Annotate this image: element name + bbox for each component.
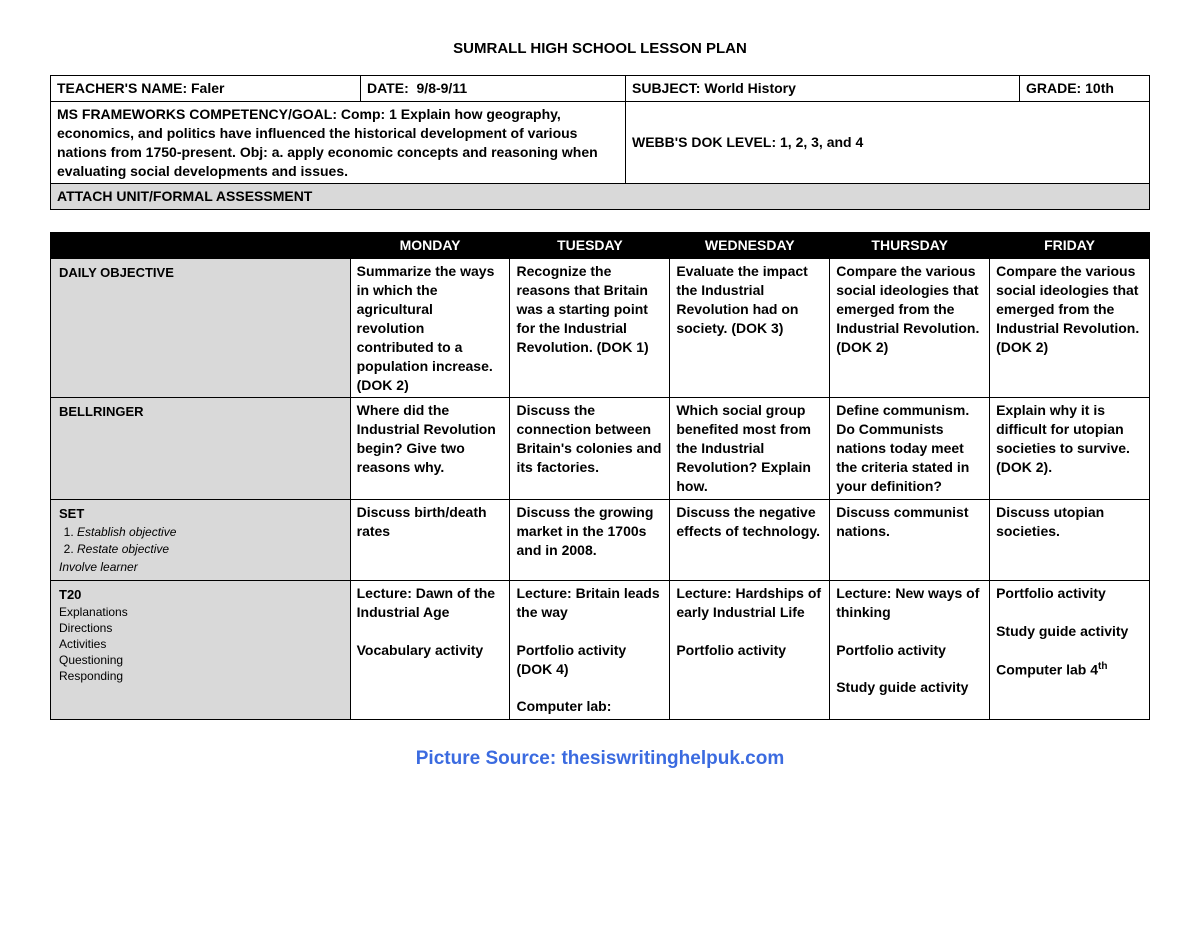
date-value: 9/8-9/11 [417,80,468,96]
schedule-cell: Which social group benefited most from t… [670,398,830,499]
day-header-tue: TUESDAY [510,233,670,259]
dok-cell: WEBB'S DOK LEVEL: 1, 2, 3, and 4 [626,101,1150,184]
attach-assessment-row: ATTACH UNIT/FORMAL ASSESSMENT [51,184,1150,210]
date-cell: DATE: 9/8-9/11 [361,76,626,102]
schedule-cell: Recognize the reasons that Britain was a… [510,259,670,398]
schedule-cell: Discuss utopian societies. [990,499,1150,580]
schedule-cell: Define communism. Do Communists nations … [830,398,990,499]
grade-label: GRADE: [1026,80,1081,96]
schedule-header-row: MONDAY TUESDAY WEDNESDAY THURSDAY FRIDAY [51,233,1150,259]
schedule-cell: Discuss communist nations. [830,499,990,580]
schedule-cell: Discuss the negative effects of technolo… [670,499,830,580]
day-header-fri: FRIDAY [990,233,1150,259]
schedule-cell: Discuss the connection between Britain's… [510,398,670,499]
picture-source: Picture Source: thesiswritinghelpuk.com [50,748,1150,770]
schedule-cell: Lecture: New ways of thinking Portfolio … [830,581,990,720]
subject-value: World History [704,80,796,96]
schedule-cell: Discuss birth/death rates [350,499,510,580]
schedule-row: DAILY OBJECTIVESummarize the ways in whi… [51,259,1150,398]
source-label: Picture Source: [416,748,556,769]
schedule-row: BELLRINGERWhere did the Industrial Revol… [51,398,1150,499]
schedule-cell: Explain why it is difficult for utopian … [990,398,1150,499]
source-value: thesiswritinghelpuk.com [561,748,784,769]
teacher-value: Faler [191,80,224,96]
teacher-cell: TEACHER'S NAME: Faler [51,76,361,102]
schedule-cell: Portfolio activityStudy guide activityCo… [990,581,1150,720]
day-header-wed: WEDNESDAY [670,233,830,259]
document-title: SUMRALL HIGH SCHOOL LESSON PLAN [50,40,1150,57]
schedule-cell: Evaluate the impact the Industrial Revol… [670,259,830,398]
competency-cell: MS FRAMEWORKS COMPETENCY/GOAL: Comp: 1 E… [51,101,626,184]
row-label: SETEstablish objectiveRestate objectiveI… [51,499,351,580]
day-header-mon: MONDAY [350,233,510,259]
schedule-row: SETEstablish objectiveRestate objectiveI… [51,499,1150,580]
dok-label: WEBB'S DOK LEVEL: [632,134,776,150]
competency-label: MS FRAMEWORKS COMPETENCY/GOAL: [57,106,337,122]
schedule-cell: Compare the various social ideologies th… [830,259,990,398]
schedule-cell: Lecture: Dawn of the Industrial Age Voca… [350,581,510,720]
subject-label: SUBJECT: [632,80,700,96]
grade-value: 10th [1085,80,1114,96]
lesson-header-table: TEACHER'S NAME: Faler DATE: 9/8-9/11 SUB… [50,75,1150,210]
row-label: DAILY OBJECTIVE [51,259,351,398]
teacher-label: TEACHER'S NAME: [57,80,187,96]
subject-cell: SUBJECT: World History [626,76,1020,102]
schedule-cell: Compare the various social ideologies th… [990,259,1150,398]
schedule-corner [51,233,351,259]
schedule-cell: Where did the Industrial Revolution begi… [350,398,510,499]
schedule-cell: Lecture: Britain leads the way Portfolio… [510,581,670,720]
weekly-schedule-table: MONDAY TUESDAY WEDNESDAY THURSDAY FRIDAY… [50,232,1150,720]
row-label: T20ExplanationsDirectionsActivitiesQuest… [51,581,351,720]
schedule-row: T20ExplanationsDirectionsActivitiesQuest… [51,581,1150,720]
day-header-thu: THURSDAY [830,233,990,259]
grade-cell: GRADE: 10th [1020,76,1150,102]
schedule-cell: Discuss the growing market in the 1700s … [510,499,670,580]
date-label: DATE: [367,80,409,96]
dok-value: 1, 2, 3, and 4 [780,134,863,150]
schedule-cell: Lecture: Hardships of early Industrial L… [670,581,830,720]
schedule-cell: Summarize the ways in which the agricult… [350,259,510,398]
row-label: BELLRINGER [51,398,351,499]
